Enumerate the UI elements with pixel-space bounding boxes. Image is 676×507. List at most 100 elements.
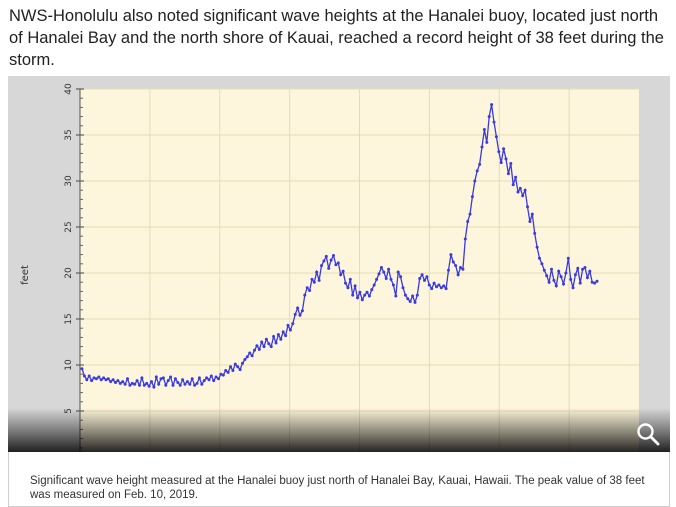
data-point — [456, 273, 460, 277]
data-point — [442, 284, 446, 288]
data-point — [583, 266, 587, 269]
data-point — [296, 306, 300, 310]
data-point — [178, 383, 182, 387]
data-point — [494, 135, 498, 139]
data-point — [487, 115, 491, 119]
data-point — [147, 384, 151, 388]
data-point — [461, 267, 465, 271]
data-point — [135, 379, 139, 383]
data-point — [92, 376, 96, 380]
data-point — [497, 150, 501, 154]
data-point — [425, 275, 429, 279]
data-point — [432, 281, 436, 285]
data-point — [166, 379, 170, 383]
data-point — [226, 370, 230, 374]
caption-text: Significant wave height measured at the … — [30, 475, 645, 501]
data-point — [255, 344, 259, 348]
data-point — [490, 103, 494, 107]
data-point — [588, 269, 592, 273]
data-point — [375, 277, 379, 281]
data-point — [590, 280, 594, 284]
data-point — [480, 145, 484, 149]
data-point — [183, 382, 187, 386]
data-point — [305, 286, 309, 290]
data-point — [427, 283, 431, 287]
data-point — [99, 378, 103, 382]
data-point — [420, 273, 424, 277]
data-point — [253, 348, 256, 352]
data-point — [214, 375, 218, 379]
zoom-button[interactable] — [634, 420, 662, 448]
data-point — [367, 294, 371, 298]
data-point — [80, 367, 84, 371]
data-point — [154, 375, 158, 379]
data-point — [308, 289, 312, 292]
data-point — [377, 272, 381, 276]
data-point — [379, 266, 383, 269]
data-point — [547, 280, 551, 284]
data-point — [485, 140, 489, 144]
data-point — [415, 293, 419, 297]
data-point — [248, 351, 252, 355]
data-point — [509, 162, 513, 165]
data-point — [133, 382, 137, 386]
data-point — [286, 323, 290, 327]
data-point — [272, 335, 276, 338]
data-point — [188, 382, 192, 386]
data-point — [245, 355, 249, 359]
data-point — [236, 365, 240, 369]
data-point — [382, 270, 386, 274]
data-point — [454, 264, 458, 268]
data-point — [353, 284, 357, 288]
data-point — [399, 275, 403, 279]
data-point — [315, 270, 319, 274]
data-point — [197, 376, 201, 380]
article-paragraph: NWS-Honolulu also noted significant wave… — [9, 7, 664, 69]
data-point — [403, 293, 407, 297]
data-point — [406, 297, 410, 301]
data-point — [550, 267, 553, 271]
data-point — [530, 212, 534, 216]
data-point — [181, 378, 185, 382]
figure-image[interactable]: 510152025303540 feet — [8, 76, 670, 452]
data-point — [339, 273, 343, 277]
data-point — [171, 383, 175, 387]
y-axis-ticks: 510152025303540 — [64, 83, 84, 414]
y-axis-label: feet — [20, 265, 31, 285]
data-point — [329, 258, 333, 262]
data-point — [562, 282, 565, 286]
data-point — [365, 290, 369, 294]
data-point — [190, 377, 194, 381]
data-point — [363, 293, 367, 297]
data-point — [202, 379, 206, 383]
data-point — [327, 266, 331, 270]
data-point — [439, 286, 443, 290]
data-point — [142, 383, 146, 387]
data-point — [94, 377, 98, 381]
data-point — [284, 334, 288, 338]
data-point — [466, 220, 470, 223]
data-point — [506, 172, 510, 176]
data-point — [459, 266, 462, 269]
data-point — [511, 183, 515, 187]
data-point — [502, 147, 506, 151]
data-point — [209, 374, 213, 378]
data-point — [521, 194, 525, 198]
y-tick-label-25: 25 — [64, 221, 74, 232]
data-point — [260, 340, 264, 344]
y-tick-label-20: 20 — [64, 267, 74, 279]
data-point — [401, 286, 405, 290]
data-point — [372, 283, 376, 287]
data-point — [118, 381, 122, 385]
data-point — [533, 231, 537, 235]
data-point — [264, 337, 268, 341]
data-point — [320, 264, 323, 268]
image-shade — [8, 408, 670, 452]
data-point — [593, 281, 597, 285]
data-point — [293, 312, 297, 316]
data-point — [217, 377, 220, 381]
data-point — [241, 361, 244, 365]
data-point — [578, 281, 582, 285]
data-point — [207, 378, 211, 382]
data-point — [193, 383, 197, 387]
